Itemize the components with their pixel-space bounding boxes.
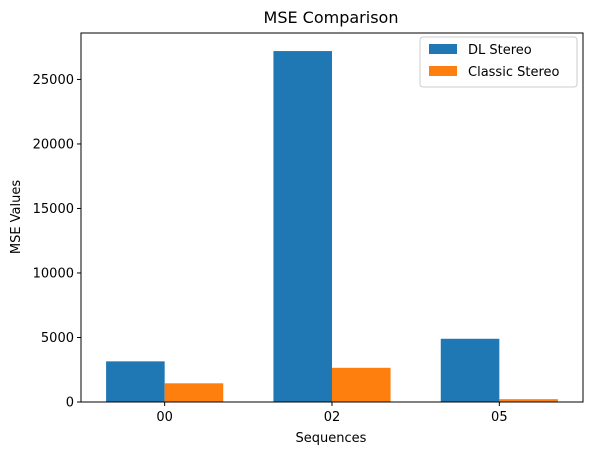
x-axis: 00 02 05 — [156, 402, 507, 425]
bar-classic-stereo-02 — [332, 368, 391, 402]
y-tick-label: 20000 — [33, 137, 74, 152]
bar-dl-stereo-00 — [106, 361, 165, 402]
legend-swatch — [429, 44, 457, 54]
legend-swatch — [429, 66, 457, 76]
y-tick-label: 10000 — [33, 266, 74, 281]
bar-dl-stereo-02 — [273, 51, 332, 402]
x-tick-label: 05 — [491, 410, 508, 425]
y-tick-label: 0 — [66, 396, 74, 411]
x-tick-label: 00 — [156, 410, 173, 425]
x-axis-label: Sequences — [296, 431, 367, 446]
y-tick-label: 15000 — [33, 202, 74, 217]
chart-title: MSE Comparison — [264, 8, 399, 27]
y-axis-label: MSE Values — [9, 180, 24, 255]
y-tick-label: 25000 — [33, 73, 74, 88]
bar-classic-stereo-00 — [165, 383, 224, 402]
bars-layer — [106, 51, 558, 402]
bar-dl-stereo-05 — [441, 339, 500, 402]
legend-label: DL Stereo — [468, 43, 532, 58]
legend: DL Stereo Classic Stereo — [420, 37, 577, 87]
y-tick-label: 5000 — [41, 331, 74, 346]
y-axis: 0 5000 10000 15000 20000 25000 — [33, 73, 81, 411]
x-tick-label: 02 — [324, 410, 341, 425]
legend-label: Classic Stereo — [468, 65, 559, 80]
